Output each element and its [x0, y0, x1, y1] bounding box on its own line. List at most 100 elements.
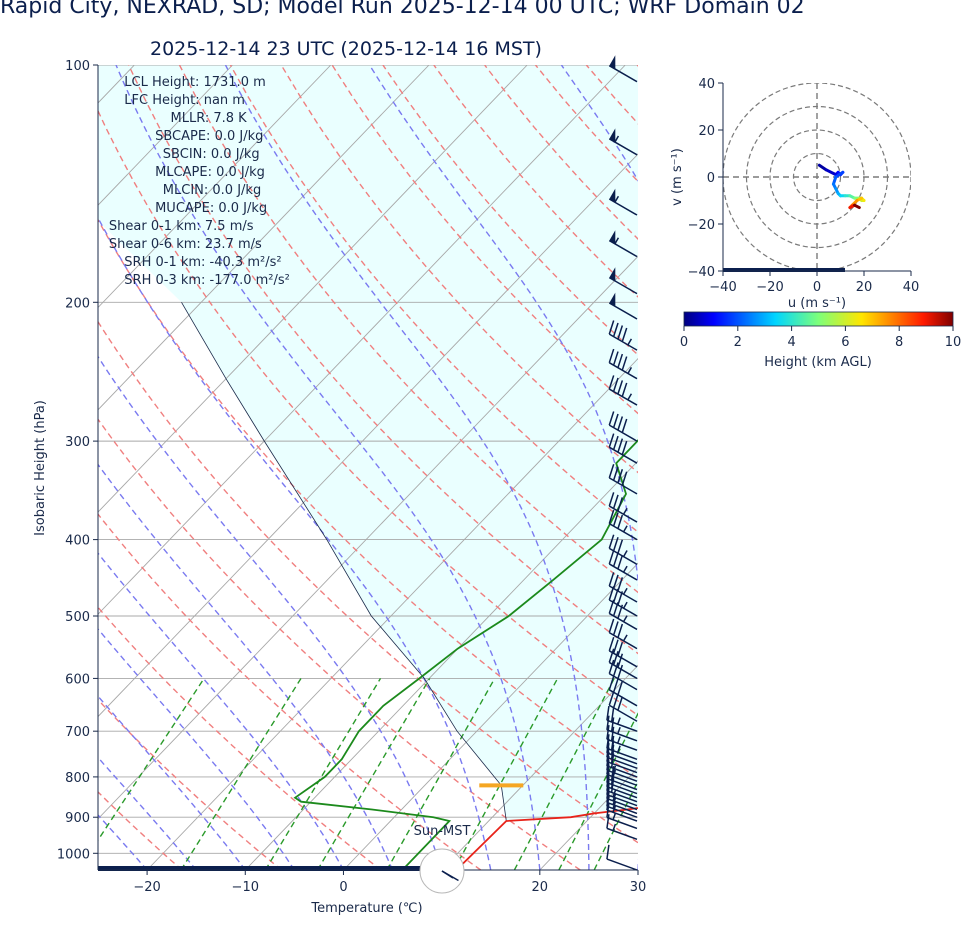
wind-barbs: [606, 55, 638, 871]
y-tick-label: 300: [65, 435, 90, 450]
wind-barb: [608, 648, 638, 680]
hodograph-x-label: u (m s⁻¹): [788, 296, 846, 311]
wind-barb-half: [614, 237, 620, 245]
hodograph-plot: −40 −20 0 20 40 40 20 0 −20 −40 u (m s⁻¹) v (m s…: [670, 77, 919, 311]
x-axis-ticks: −20−100102030: [133, 870, 646, 895]
dry-adiabat: [98, 218, 638, 780]
temperature-line: [455, 807, 638, 870]
wind-barb-full: [608, 464, 615, 479]
wind-barb-full: [610, 717, 615, 732]
dry-adiabat: [98, 606, 382, 870]
mixing-ratio-line: [386, 678, 496, 870]
wind-barb-staff: [606, 738, 638, 751]
wind-barb-half: [627, 338, 633, 346]
colorbar-tick-label: 2: [734, 335, 742, 350]
y-tick-label: 500: [65, 610, 90, 625]
wind-barb-staff: [608, 424, 638, 442]
wind-barb-half: [617, 717, 621, 725]
wind-barb: [608, 348, 638, 380]
wind-barb-full: [617, 555, 624, 570]
wind-barb-full: [612, 413, 619, 428]
pressure-gridlines: [98, 65, 638, 854]
colorbar-tick-label: 0: [680, 335, 688, 350]
wind-barb-half: [622, 565, 628, 573]
hodograph-x-ticks: −40 −20 0 20 40: [709, 271, 919, 295]
x-axis-label: Temperature (℃): [310, 901, 422, 916]
wind-barb-full: [608, 636, 615, 652]
wind-barb-full: [617, 380, 624, 395]
hodograph-x-tick-label: 0: [813, 280, 821, 295]
wind-barb-staff: [606, 769, 638, 782]
isotherm: [98, 65, 528, 513]
wind-barb-staff: [606, 781, 638, 795]
hodograph-y-tick-label: −40: [688, 265, 715, 280]
wind-barb-full: [617, 514, 624, 529]
dry-adiabat: [739, 65, 961, 870]
wind-barb-full: [621, 382, 628, 397]
wind-barb: [608, 464, 638, 495]
hodograph-y-tick-label: 40: [698, 77, 715, 92]
wind-barb-half: [627, 367, 633, 374]
wind-barb-full: [612, 693, 619, 708]
wind-barb-flag: [609, 188, 616, 203]
wind-barb: [606, 715, 638, 742]
wind-barb-staff: [608, 689, 638, 707]
mixing-ratio-line: [180, 678, 302, 870]
wind-barb-full: [617, 539, 624, 554]
wind-barb-staff: [606, 801, 638, 815]
wind-barb-staff: [608, 661, 638, 680]
sounding-index: SBCIN: 0.0 J/kg: [163, 147, 260, 162]
moist-adiabat: [98, 216, 492, 870]
colorbar-gradient: [683, 311, 954, 327]
colorbar-tick-label: 8: [895, 335, 903, 350]
wind-barb-staff: [606, 765, 638, 778]
hodograph-x-tick-label: −20: [756, 280, 783, 295]
wind-barb: [608, 230, 638, 258]
wind-barb-staff: [608, 547, 638, 566]
mixing-ratio-line: [264, 678, 382, 870]
wind-barb-full: [617, 438, 624, 453]
dry-adiabat: [790, 65, 961, 870]
sounding-index: LCL Height: 1731.0 m: [124, 75, 265, 90]
sounding-index: MLLR: 7.8 K: [171, 111, 248, 126]
wind-barb-staff: [608, 446, 638, 464]
wind-barb-staff: [606, 747, 638, 761]
wind-barb-flag: [609, 128, 616, 143]
isotherm: [98, 153, 638, 718]
wind-barb-full: [606, 814, 610, 829]
dry-adiabat: [178, 65, 638, 594]
wind-barb-full: [617, 653, 624, 668]
wind-barb-full: [612, 621, 619, 636]
chart-subtitle: 2025-12-14 23 UTC (2025-12-14 16 MST): [150, 38, 542, 60]
moist-adiabat: [115, 65, 541, 870]
wind-barb: [608, 675, 638, 707]
dry-adiabat: [841, 65, 961, 870]
colorbar-ticks: 0 2 4 6 8 10: [680, 326, 961, 350]
wind-barb-full: [617, 664, 624, 679]
wind-barb: [608, 375, 638, 406]
isotherm: [146, 357, 638, 870]
wind-barb-flag: [609, 267, 616, 282]
wind-barb: [606, 814, 638, 841]
wind-barb-staff: [608, 672, 638, 691]
wind-barb-staff: [608, 362, 638, 380]
y-axis-label: Isobaric Height (hPa): [33, 400, 48, 536]
isotherm: [637, 869, 638, 870]
y-tick-label: 200: [65, 296, 90, 311]
wind-barb-full: [608, 509, 615, 524]
wind-barb-staff: [606, 809, 638, 822]
hodograph-y-tick-label: 0: [707, 171, 715, 186]
wind-barb-full: [617, 623, 624, 638]
hodograph-y-tick-label: −20: [688, 218, 715, 233]
wind-barb-staff: [606, 797, 638, 811]
wind-barb-full: [608, 572, 615, 587]
wind-barb-full: [612, 574, 619, 589]
wind-barb-full: [612, 494, 619, 509]
wind-barb-full: [608, 534, 615, 549]
hodograph-x-tick-label: 20: [856, 280, 873, 295]
moist-adiabat: [98, 463, 394, 870]
wind-barb: [606, 705, 638, 732]
wind-barb-staff: [608, 505, 638, 523]
wind-barb-full: [617, 497, 624, 512]
isotherm: [343, 562, 638, 870]
